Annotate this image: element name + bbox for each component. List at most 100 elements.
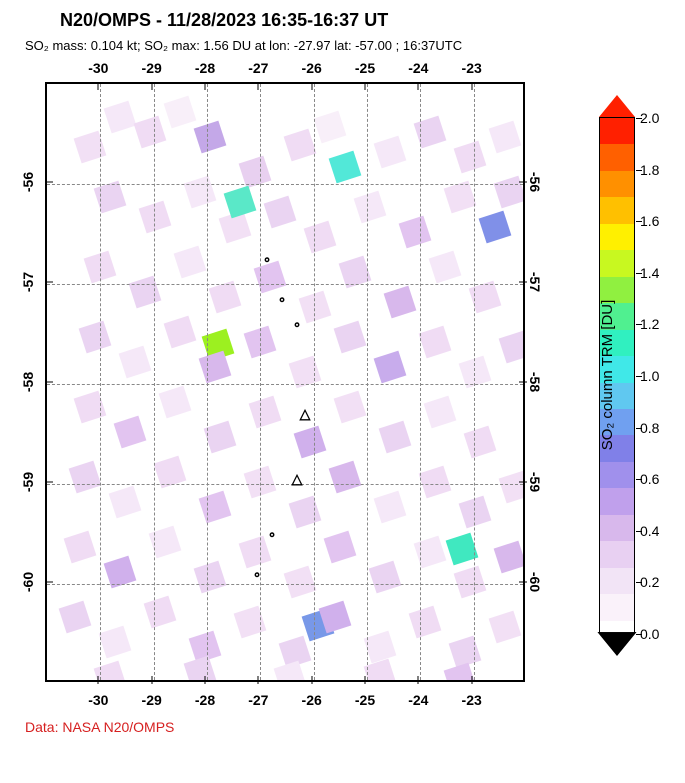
data-pixel: [224, 186, 257, 219]
data-pixel: [314, 111, 347, 144]
lat-tick-label: -56: [527, 172, 543, 192]
lon-tick-label: -28: [195, 60, 215, 76]
lon-tick-label: -29: [142, 60, 162, 76]
lon-tick-label: -24: [408, 692, 428, 708]
map-panel: ∘∘∘△△∘∘: [45, 82, 525, 682]
colorbar-segment: [600, 568, 634, 594]
data-pixel: [364, 631, 397, 664]
volcano-marker-icon: △: [300, 406, 311, 423]
lon-tick-label: -27: [248, 692, 268, 708]
gridline-lon: [100, 84, 101, 680]
lon-tick-label: -30: [88, 692, 108, 708]
data-pixel: [464, 426, 497, 459]
colorbar-tick-label: 1.4: [640, 265, 659, 281]
data-pixel: [59, 601, 92, 634]
chart-title: N20/OMPS - 11/28/2023 16:35-16:37 UT: [60, 10, 388, 31]
data-credit: Data: NASA N20/OMPS: [25, 719, 174, 735]
gridline-lon: [207, 84, 208, 680]
colorbar-segment: [600, 515, 634, 541]
data-pixel: [79, 321, 112, 354]
data-pixel: [164, 96, 197, 129]
data-pixel: [159, 386, 192, 419]
lat-tick-label: -56: [20, 172, 36, 192]
data-pixel: [419, 466, 452, 499]
colorbar-tick-label: 0.0: [640, 626, 659, 642]
data-pixel: [74, 391, 107, 424]
data-pixel: [199, 491, 232, 524]
data-pixel: [239, 536, 272, 569]
data-pixel: [489, 611, 522, 644]
data-pixel: [374, 491, 407, 524]
gridline-lat: [47, 484, 523, 485]
colorbar-segment: [600, 594, 634, 620]
lat-tick-label: -59: [527, 472, 543, 492]
data-pixel: [329, 461, 362, 494]
gridline-lat: [47, 284, 523, 285]
data-pixel: [174, 246, 207, 279]
data-pixel: [234, 606, 267, 639]
colorbar-segment: [600, 197, 634, 223]
gridline-lon: [260, 84, 261, 680]
data-pixel: [499, 331, 525, 364]
data-pixel: [299, 291, 332, 324]
data-pixel: [354, 191, 387, 224]
colorbar-tick-label: 2.0: [640, 110, 659, 126]
data-pixel: [479, 211, 512, 244]
colorbar-tick-label: 0.8: [640, 420, 659, 436]
volcano-marker-icon: ∘: [263, 251, 272, 268]
lon-tick-label: -25: [355, 60, 375, 76]
data-pixel: [64, 531, 97, 564]
lon-tick-label: -26: [302, 692, 322, 708]
gridline-lon: [367, 84, 368, 680]
data-pixel: [74, 131, 107, 164]
data-pixel: [369, 561, 402, 594]
colorbar-segment: [600, 250, 634, 276]
data-pixel: [429, 251, 462, 284]
colorbar-segment: [600, 224, 634, 250]
colorbar-segment: [600, 488, 634, 514]
lon-tick-label: -25: [355, 692, 375, 708]
data-pixel: [334, 391, 367, 424]
data-pixel: [294, 426, 327, 459]
colorbar-tick-label: 0.4: [640, 523, 659, 539]
volcano-marker-icon: ∘: [278, 291, 287, 308]
volcano-marker-icon: △: [292, 471, 303, 488]
data-pixel: [144, 596, 177, 629]
data-pixel: [164, 316, 197, 349]
data-pixel: [499, 471, 525, 504]
data-pixel: [399, 216, 432, 249]
data-pixel: [489, 121, 522, 154]
data-pixel: [454, 566, 487, 599]
colorbar-tick-label: 1.0: [640, 368, 659, 384]
data-pixel: [284, 129, 317, 162]
colorbar-tick-label: 1.2: [640, 316, 659, 332]
data-pixel: [459, 496, 492, 529]
lon-tick-label: -28: [195, 692, 215, 708]
data-pixel: [94, 181, 127, 214]
gridline-lat: [47, 584, 523, 585]
data-pixel: [209, 281, 242, 314]
data-pixel: [414, 536, 447, 569]
data-pixel: [374, 351, 407, 384]
lon-tick-label: -30: [88, 60, 108, 76]
gridline-lon: [154, 84, 155, 680]
colorbar-tick-label: 0.6: [640, 471, 659, 487]
colorbar-overflow-top-icon: [599, 95, 635, 117]
data-pixel: [184, 656, 217, 682]
lat-tick-label: -60: [20, 572, 36, 592]
data-pixel: [184, 176, 217, 209]
colorbar-segment: [600, 171, 634, 197]
lat-tick-label: -59: [20, 472, 36, 492]
volcano-marker-icon: ∘: [268, 526, 277, 543]
data-pixel: [494, 541, 525, 574]
gridline-lon: [420, 84, 421, 680]
data-pixel: [329, 151, 362, 184]
colorbar-segment: [600, 118, 634, 144]
gridline-lon: [474, 84, 475, 680]
lon-tick-label: -26: [302, 60, 322, 76]
colorbar: 0.00.20.40.60.81.01.21.41.61.82.0 SO₂ co…: [599, 95, 635, 655]
chart-subtitle: SO₂ mass: 0.104 kt; SO₂ max: 1.56 DU at …: [25, 38, 462, 53]
data-pixel: [444, 181, 477, 214]
data-pixel: [424, 396, 457, 429]
data-pixel: [324, 531, 357, 564]
